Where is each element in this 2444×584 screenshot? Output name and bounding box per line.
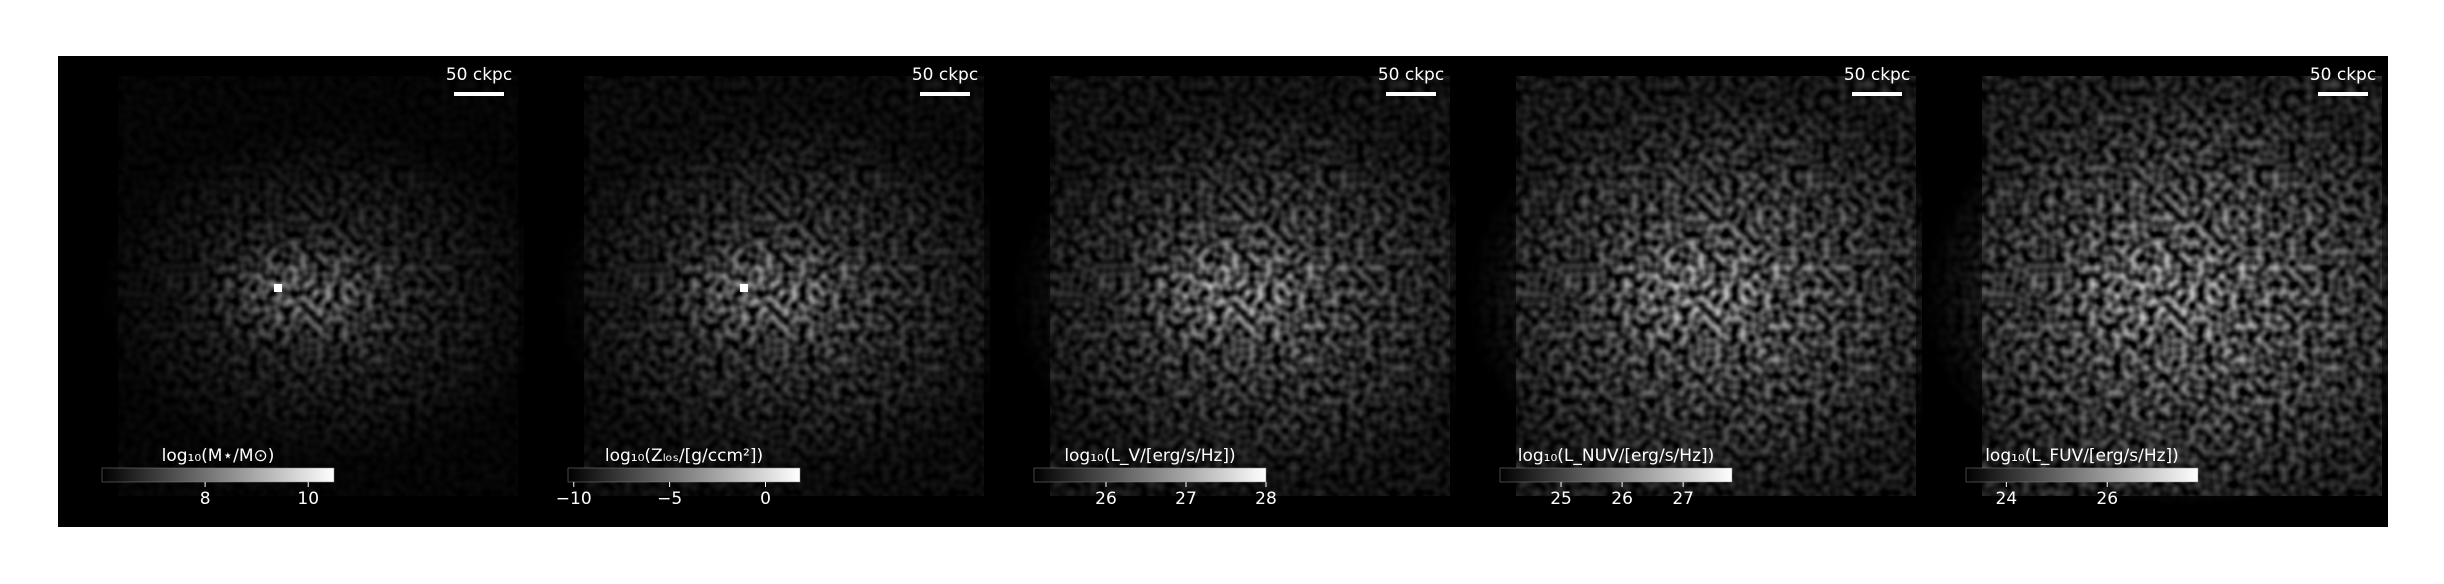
galaxy-core	[1596, 228, 1756, 348]
colorbar-label: log₁₀(M⋆/M⊙)	[162, 446, 275, 466]
colorbar-tick-label: 0	[760, 489, 771, 509]
panel: 50 ckpc log₁₀(L_V/[erg/s/Hz]) 26 27 28	[990, 56, 1510, 527]
colorbar	[1033, 467, 1267, 483]
panels: 50 ckpc log₁₀(M⋆/M⊙) 8 10 50 ckpc log₁₀(Zₗₒₛ/…	[58, 56, 2444, 527]
colorbar-tick-label: −10	[556, 489, 592, 509]
galaxy-core	[1130, 228, 1290, 348]
scale-bar-label: 50 ckpc	[1378, 65, 1444, 85]
colorbar-tick-label: 27	[1175, 489, 1197, 509]
panel: 50 ckpc log₁₀(Zₗₒₛ/[g/ccm²]) −10 −5 0	[524, 56, 1034, 527]
galaxy-image	[98, 76, 558, 496]
colorbar	[567, 467, 801, 483]
colorbar-tick-label: 28	[1255, 489, 1277, 509]
panel: 50 ckpc log₁₀(M⋆/M⊙) 8 10	[58, 56, 558, 527]
colorbar-label: log₁₀(Zₗₒₛ/[g/ccm²])	[605, 446, 763, 466]
colorbar	[1965, 467, 2199, 483]
colorbar	[1499, 467, 1733, 483]
colorbar-label: log₁₀(L_NUV/[erg/s/Hz])	[1518, 446, 1715, 466]
colorbar-label: log₁₀(L_V/[erg/s/Hz])	[1064, 446, 1235, 466]
colorbar-tick-label: 8	[200, 489, 211, 509]
scale-bar-label: 50 ckpc	[2310, 65, 2376, 85]
colorbar-label: log₁₀(L_FUV/[erg/s/Hz])	[1985, 446, 2179, 466]
galaxy-image	[554, 76, 1034, 496]
core-pixel	[740, 284, 748, 292]
colorbar-tick-label: 27	[1672, 489, 1694, 509]
colorbar-tick-label: 26	[1095, 489, 1117, 509]
galaxy-image	[1010, 76, 1510, 496]
core-pixel	[274, 284, 282, 292]
panel: 50 ckpc log₁₀(L_NUV/[erg/s/Hz]) 25 26 27	[1456, 56, 1986, 527]
panel: 50 ckpc log₁₀(L_FUV/[erg/s/Hz]) 24 26	[1922, 56, 2444, 527]
colorbar-tick-label: 25	[1550, 489, 1572, 509]
scale-bar-label: 50 ckpc	[1844, 65, 1910, 85]
galaxy-image	[1922, 76, 2444, 506]
colorbar	[101, 467, 335, 483]
colorbar-tick-label: 10	[297, 489, 319, 509]
scale-bar-label: 50 ckpc	[912, 65, 978, 85]
scale-bar-label: 50 ckpc	[446, 65, 512, 85]
colorbar-tick-label: 26	[2096, 489, 2118, 509]
galaxy-core	[2062, 228, 2222, 348]
colorbar-tick-label: −5	[657, 489, 682, 509]
colorbar-tick-label: 24	[1996, 489, 2018, 509]
galaxy-image	[1466, 76, 1986, 496]
colorbar-tick-label: 26	[1611, 489, 1633, 509]
